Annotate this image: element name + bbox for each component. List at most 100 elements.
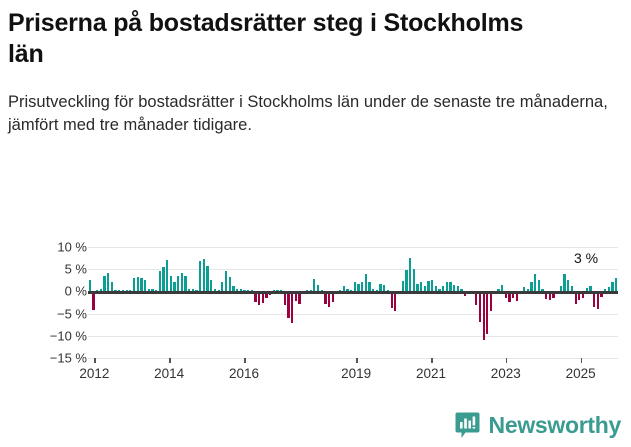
y-axis-tick-label: −5 % <box>57 306 87 322</box>
chart-bar <box>350 289 353 292</box>
x-axis-tick-label: 2025 <box>565 366 596 381</box>
chart-bar <box>298 291 301 304</box>
chart-bar <box>578 291 581 301</box>
chart-bar <box>246 290 250 292</box>
x-axis-tick <box>430 358 433 363</box>
chart-bar <box>456 286 460 292</box>
chart-bar <box>390 291 393 309</box>
chart-bar <box>552 291 555 298</box>
chart-bar <box>118 290 121 292</box>
chart-bar <box>453 284 456 292</box>
chart-bar <box>235 288 239 292</box>
chart-bar <box>508 291 511 302</box>
chart-bar <box>537 279 540 292</box>
chart-bar <box>589 285 592 292</box>
x-axis: 2012 2014 2016 2019 2021 2023 2025 <box>79 358 618 388</box>
chart-bar <box>405 270 408 292</box>
chart-bar <box>169 276 172 292</box>
chart-bar <box>217 289 220 292</box>
chart-bar <box>412 268 415 292</box>
chart-bar <box>357 284 360 292</box>
chart-bar <box>136 277 139 292</box>
chart-bar <box>250 290 253 292</box>
x-axis-tick-label: 2023 <box>490 366 521 381</box>
page-subtitle: Prisutveckling för bostadsrätter i Stock… <box>8 93 608 135</box>
chart-bar <box>383 284 386 292</box>
chart-bar <box>232 285 235 292</box>
bar-chart-speech-bubble-icon <box>455 412 480 438</box>
y-axis-tick-label: 0 % <box>64 283 87 299</box>
chart-bar <box>143 280 147 292</box>
newsworthy-logo[interactable]: Newsworthy <box>455 412 621 439</box>
chart-bar <box>545 291 548 300</box>
chart-bar <box>147 288 150 292</box>
chart-bar <box>574 291 577 304</box>
chart-bar <box>567 279 570 292</box>
chart-bar <box>316 284 320 292</box>
x-axis-tick <box>580 358 583 363</box>
page-title: Priserna på bostadsrätter steg i Stockho… <box>8 9 524 68</box>
chart-bar <box>331 291 334 302</box>
chart-bar <box>342 286 345 292</box>
chart-bar <box>585 288 588 292</box>
x-axis-tick <box>505 358 508 363</box>
y-axis-tick-label: −10 % <box>49 328 87 344</box>
x-axis-tick <box>94 358 96 363</box>
chart-bar <box>258 291 261 305</box>
chart-bar <box>364 273 368 292</box>
chart-bar <box>202 259 206 292</box>
chart-bar <box>261 291 264 303</box>
x-axis-tick-label: 2021 <box>415 366 447 381</box>
chart-bar <box>110 282 114 292</box>
chart-bar <box>184 275 187 292</box>
chart-bar <box>489 291 493 312</box>
chart-bar <box>283 291 287 305</box>
chart-bar <box>596 291 599 310</box>
chart-bar <box>603 289 607 292</box>
chart-bar <box>600 291 603 297</box>
x-axis-tick-label: 2016 <box>228 366 259 381</box>
chart-bar <box>177 276 180 292</box>
chart-page: Priserna på bostadsrätter steg i Stockho… <box>0 8 631 447</box>
chart-bar <box>368 281 371 292</box>
zero-line <box>88 291 618 294</box>
chart-bar <box>191 289 195 292</box>
chart-bar <box>165 260 169 292</box>
gridline <box>88 358 618 359</box>
chart-bar <box>121 289 125 292</box>
x-axis-tick <box>243 358 246 363</box>
chart-bar <box>526 289 529 292</box>
chart-bar <box>88 279 91 292</box>
chart-bar <box>423 286 426 292</box>
chart-bar <box>158 270 161 292</box>
chart-bar <box>346 289 349 292</box>
chart-bar <box>199 260 202 292</box>
gridline <box>88 335 618 337</box>
chart-bar <box>129 290 132 292</box>
chart-bar <box>265 291 268 298</box>
chart-bar <box>224 271 228 292</box>
chart-bar <box>460 289 463 292</box>
x-axis-tick <box>356 358 358 363</box>
chart-bar <box>430 280 434 292</box>
chart-plot-area <box>88 238 618 359</box>
chart-bar <box>515 291 518 301</box>
chart-bar <box>570 286 574 292</box>
gridline <box>88 313 618 315</box>
chart-bar <box>114 289 117 292</box>
chart-bar <box>427 281 430 292</box>
chart-bar <box>511 291 515 298</box>
chart-bar <box>313 279 316 292</box>
chart-bar <box>243 289 246 292</box>
chart-bar <box>327 291 331 307</box>
chart-bar <box>272 290 275 292</box>
chart-bar <box>221 282 224 292</box>
chart-bar <box>103 276 106 292</box>
chart-bar <box>372 289 375 292</box>
last-value-annotation: 3 % <box>574 250 599 266</box>
chart-bar <box>442 286 445 292</box>
chart-bar <box>210 279 213 292</box>
chart-bar <box>449 282 452 292</box>
chart-bar <box>534 274 537 292</box>
chart-bar <box>338 289 342 292</box>
